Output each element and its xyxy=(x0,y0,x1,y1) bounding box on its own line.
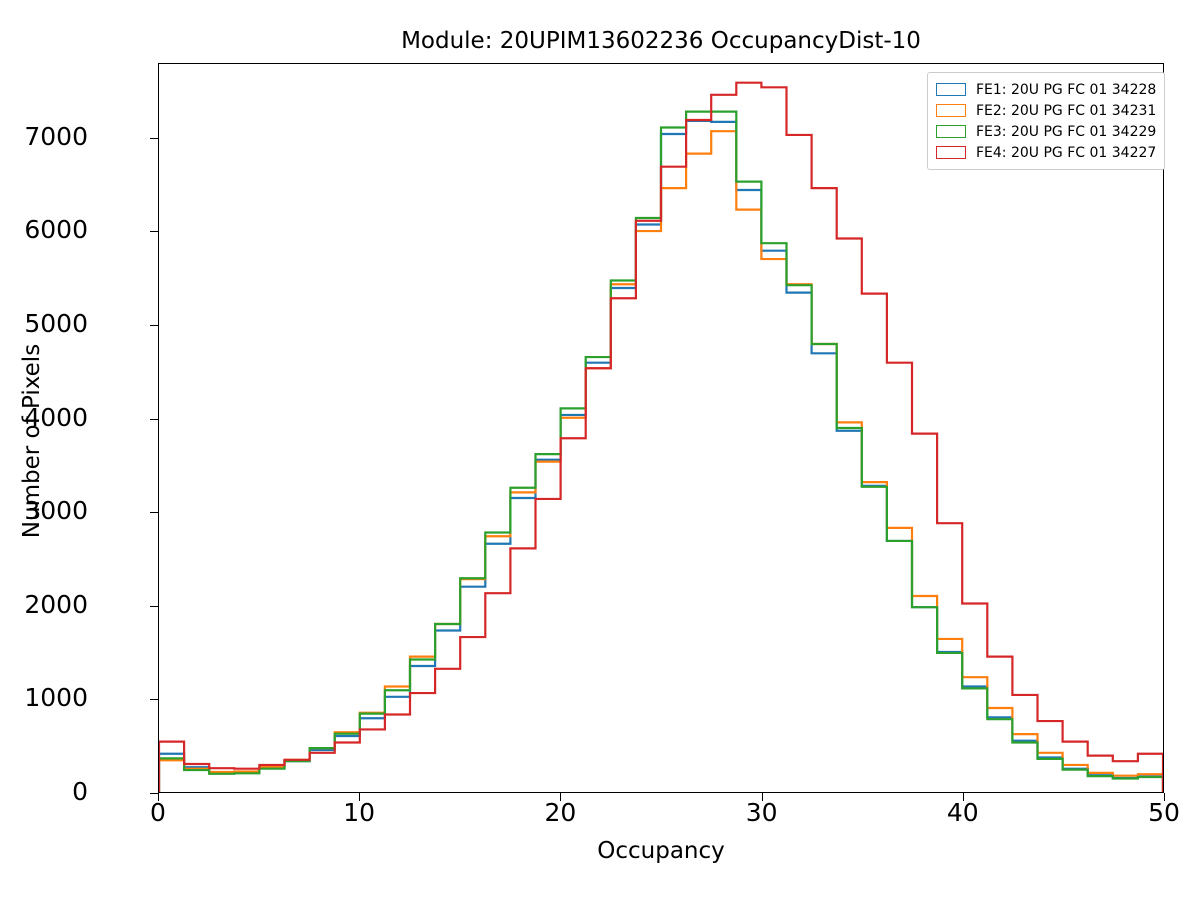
x-tick-mark xyxy=(359,793,361,801)
y-tick-label: 3000 xyxy=(24,496,88,526)
x-tick-mark xyxy=(962,793,964,801)
y-tick-label: 6000 xyxy=(24,215,88,245)
y-tick-mark xyxy=(150,325,158,327)
y-tick-mark xyxy=(150,699,158,701)
y-tick-mark xyxy=(150,605,158,607)
legend-label: FE3: 20U PG FC 01 34229 xyxy=(976,123,1157,140)
x-tick-mark xyxy=(1164,793,1165,801)
y-tick-mark xyxy=(150,418,158,420)
chart-title: Module: 20UPIM13602236 OccupancyDist-10 xyxy=(401,28,921,54)
x-tick-mark xyxy=(560,793,562,801)
legend-item: FE4: 20U PG FC 01 34227 xyxy=(936,142,1156,163)
y-tick-mark xyxy=(150,231,158,233)
legend-label: FE2: 20U PG FC 01 34231 xyxy=(976,102,1157,119)
y-tick-label: 7000 xyxy=(24,121,88,151)
x-tick-label: 20 xyxy=(544,798,577,827)
histogram-series-4 xyxy=(159,83,1163,792)
y-tick-mark xyxy=(150,137,158,139)
legend-color-swatch xyxy=(936,146,966,159)
histogram-svg xyxy=(159,64,1163,792)
y-axis-tick-labels: 0 1000 2000 3000 4000 5000 6000 7000 xyxy=(0,0,158,900)
x-tick-label: 0 xyxy=(150,798,166,827)
legend-item: FE2: 20U PG FC 01 34231 xyxy=(936,100,1156,121)
y-tick-label: 2000 xyxy=(24,589,88,619)
x-tick-label: 10 xyxy=(343,798,376,827)
x-tick-label: 40 xyxy=(946,798,979,827)
legend-item: FE1: 20U PG FC 01 34228 xyxy=(936,79,1156,100)
x-tick-mark xyxy=(158,793,159,801)
x-tick-mark xyxy=(761,793,763,801)
legend: FE1: 20U PG FC 01 34228 FE2: 20U PG FC 01… xyxy=(927,72,1166,170)
y-tick-label: 0 xyxy=(72,777,88,806)
y-tick-label: 1000 xyxy=(24,683,88,713)
legend-label: FE4: 20U PG FC 01 34227 xyxy=(976,144,1157,161)
x-tick-label: 30 xyxy=(745,798,778,827)
legend-label: FE1: 20U PG FC 01 34228 xyxy=(976,81,1157,98)
legend-item: FE3: 20U PG FC 01 34229 xyxy=(936,121,1156,142)
x-tick-label: 50 xyxy=(1148,798,1180,827)
y-tick-mark xyxy=(150,512,158,514)
y-axis-label: Number of Pixels xyxy=(19,343,45,539)
y-tick-label: 5000 xyxy=(24,309,88,339)
y-tick-label: 4000 xyxy=(24,402,88,432)
legend-color-swatch xyxy=(936,104,966,117)
legend-color-swatch xyxy=(936,83,966,96)
legend-color-swatch xyxy=(936,125,966,138)
y-tick-mark xyxy=(150,793,158,794)
plot-area xyxy=(158,63,1164,793)
x-axis-label: Occupancy xyxy=(597,838,725,864)
